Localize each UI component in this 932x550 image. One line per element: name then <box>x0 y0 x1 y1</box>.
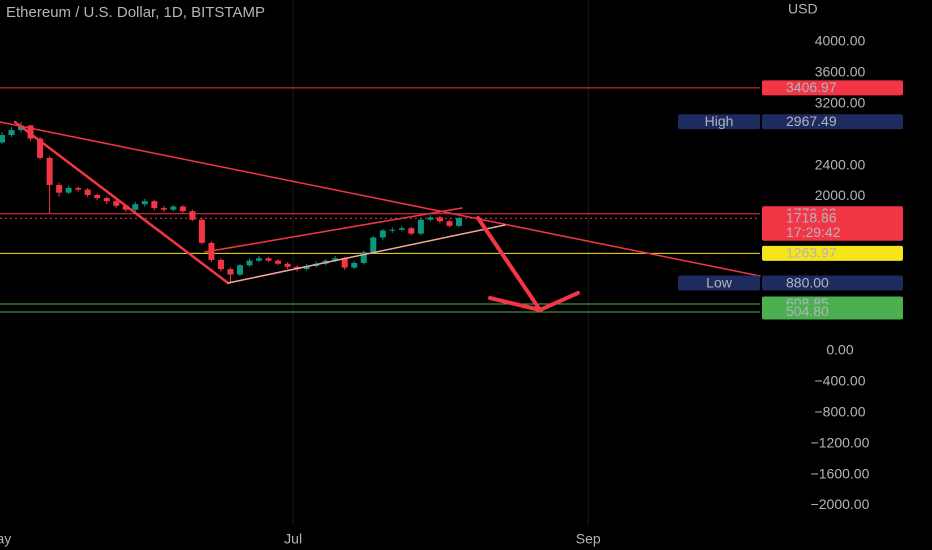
candle-body <box>446 221 453 226</box>
candle-body <box>256 258 263 261</box>
candle-body <box>360 252 367 263</box>
candle-body <box>94 194 101 199</box>
candle-body <box>37 138 44 158</box>
candle-body <box>189 211 196 220</box>
y-tick-label: 3200.00 <box>815 95 866 111</box>
price-badge <box>762 245 903 261</box>
chart-title: Ethereum / U.S. Dollar, 1D, BITSTAMP <box>6 4 265 21</box>
price-badge-label: 880.00 <box>786 274 829 290</box>
trend-line <box>0 121 761 277</box>
candle-body <box>0 135 5 143</box>
candle-body <box>417 219 424 234</box>
candle-body <box>151 201 158 209</box>
x-tick-label: Jul <box>284 531 302 547</box>
candle-body <box>56 184 63 193</box>
price-badge <box>762 275 903 291</box>
y-tick-label: 2400.00 <box>815 156 866 172</box>
candle-body <box>370 237 377 253</box>
tag-badge <box>678 114 760 130</box>
candle-body <box>408 228 415 234</box>
candle-body <box>275 260 282 264</box>
tag-label: High <box>705 113 734 129</box>
candle-body <box>436 217 443 222</box>
y-tick-label: −400.00 <box>815 373 866 389</box>
candle-body <box>237 265 243 275</box>
price-badge-label: 2967.49 <box>786 113 837 129</box>
candle-body <box>389 229 396 231</box>
candle-body <box>284 263 291 267</box>
tag-label: Low <box>706 274 733 290</box>
candle-body <box>170 206 177 210</box>
countdown: 17:29:42 <box>786 224 841 240</box>
price-badge-label: 504.80 <box>786 303 829 319</box>
candle-body <box>8 130 15 136</box>
candle-body <box>160 208 167 210</box>
tag-badge <box>678 275 760 291</box>
y-tick-label: −2000.00 <box>811 496 870 512</box>
x-tick-label: Sep <box>576 531 601 547</box>
x-tick-label: May <box>0 531 11 547</box>
y-axis-label: USD <box>788 1 818 17</box>
price-badge-label: 1263.97 <box>786 245 837 261</box>
candle-body <box>332 258 339 261</box>
candle-body <box>65 188 72 193</box>
candle-body <box>379 230 386 238</box>
price-badge <box>762 114 903 130</box>
price-badge <box>762 210 903 241</box>
candle-body <box>341 258 348 268</box>
candle-body <box>303 266 310 270</box>
price-badge <box>762 304 903 320</box>
candle-body <box>103 198 110 202</box>
forecast-arrow-head <box>488 296 542 312</box>
drawings <box>0 120 761 313</box>
candle-body <box>113 201 120 206</box>
candle-body <box>122 205 129 210</box>
y-tick-label: −800.00 <box>815 404 866 420</box>
candle-body <box>75 188 82 190</box>
y-tick-label: −1600.00 <box>811 465 870 481</box>
candle-body <box>198 219 205 243</box>
y-tick-label: 2000.00 <box>815 187 866 203</box>
badges: 3406.972967.49High1776.691718.8617:29:42… <box>678 79 903 320</box>
candle-body <box>455 218 462 226</box>
channel-line <box>204 207 463 253</box>
candle-body <box>427 217 434 220</box>
y-tick-label: 4000.00 <box>815 33 866 49</box>
candle-body <box>132 204 139 210</box>
candle-body <box>398 228 405 230</box>
price-badge-label: 3406.97 <box>786 79 837 95</box>
candle-body <box>46 157 53 185</box>
price-badge <box>762 80 903 96</box>
candle-body <box>179 206 186 212</box>
candle-body <box>84 189 91 195</box>
candle-body <box>246 260 253 266</box>
y-tick-label: 3600.00 <box>815 64 866 80</box>
candle-body <box>265 258 272 261</box>
candle-body <box>217 259 224 270</box>
candle-body <box>351 262 358 268</box>
y-tick-label: −1200.00 <box>811 434 870 450</box>
candle-body <box>141 201 148 205</box>
price-badge-label: 1718.86 <box>786 209 837 225</box>
trend-line <box>13 120 230 285</box>
price-levels <box>0 87 760 313</box>
candle-body <box>27 125 34 139</box>
candle-body <box>227 269 234 275</box>
channel-line <box>227 224 506 284</box>
axis: 4000.00 3600.00 3200.00 2400.00 2000.00 0.00 −… <box>0 33 870 547</box>
y-tick-label: 0.00 <box>826 342 853 358</box>
